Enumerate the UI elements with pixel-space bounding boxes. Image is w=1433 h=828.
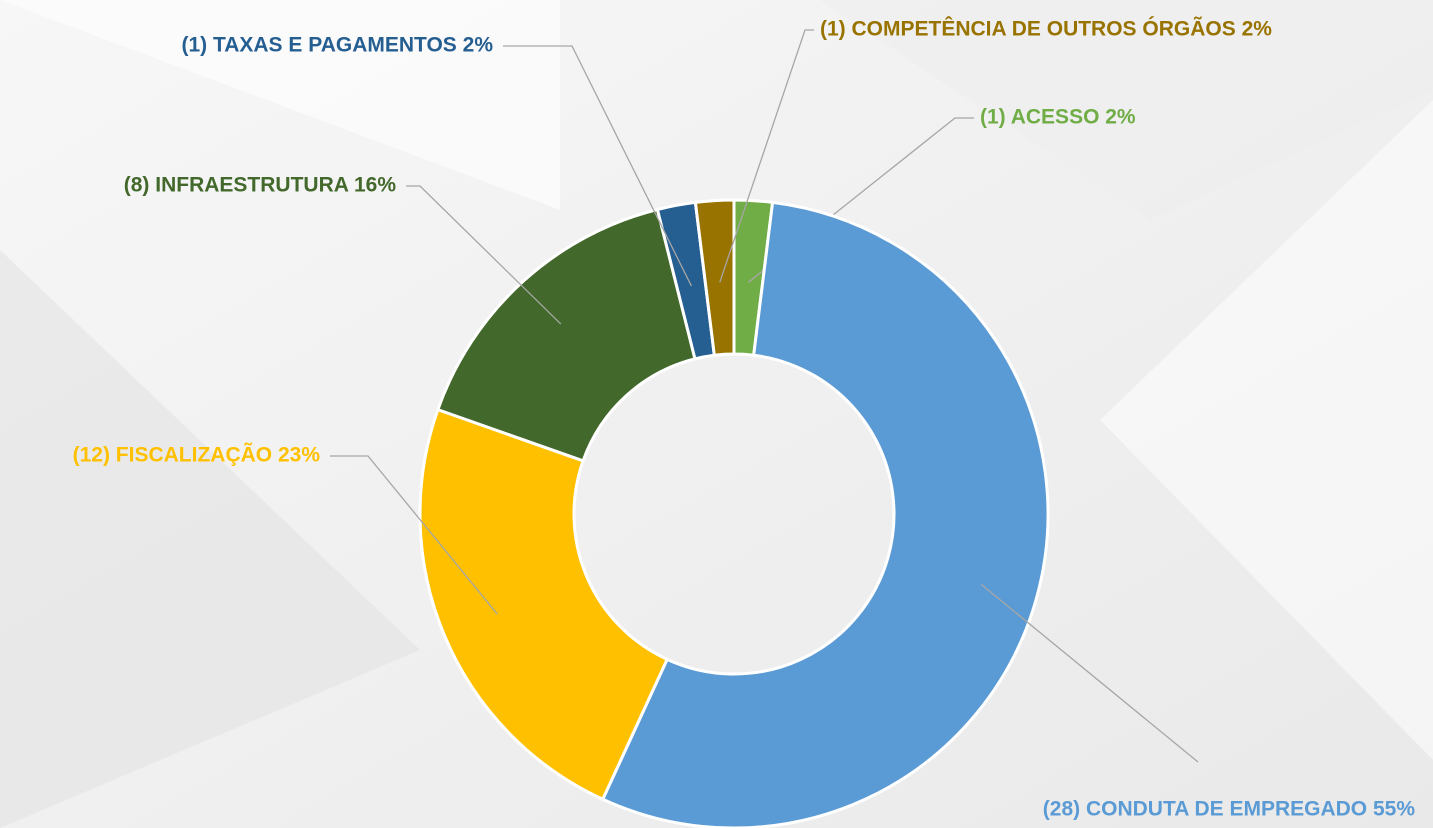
background-shape xyxy=(0,250,420,828)
leader-line xyxy=(980,583,1199,763)
background-shape xyxy=(1100,100,1433,760)
data-label: (12) FISCALIZAÇÃO 23% xyxy=(73,444,321,467)
donut-slice xyxy=(693,198,736,357)
background-shape xyxy=(820,0,1433,220)
leader-line xyxy=(406,185,562,325)
data-label: (1) COMPETÊNCIA DE OUTROS ÓRGÃOS 2% xyxy=(820,17,1272,41)
data-label: (1) TAXAS E PAGAMENTOS 2% xyxy=(181,34,493,57)
data-label: (8) INFRAESTRUTURA 16% xyxy=(124,174,397,197)
data-label: (1) ACESSO 2% xyxy=(980,106,1136,129)
background-shape xyxy=(0,0,560,210)
donut-slice xyxy=(418,407,670,802)
leader-line xyxy=(719,29,814,283)
donut-slice xyxy=(435,207,697,463)
leader-line xyxy=(330,455,498,615)
leader-line xyxy=(503,45,692,287)
data-label: (28) CONDUTA DE EMPREGADO 55% xyxy=(1043,798,1416,821)
